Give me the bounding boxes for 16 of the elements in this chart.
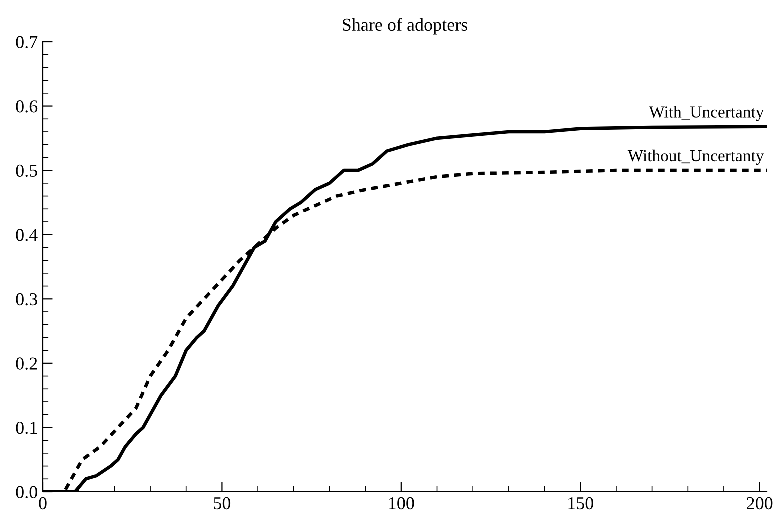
y-tick-label: 0.3 <box>16 293 38 306</box>
y-tick-label: 0.5 <box>16 164 38 178</box>
x-tick-label: 50 <box>214 497 231 510</box>
x-tick-label: 0 <box>39 497 47 510</box>
series-label: Without_Uncertanty <box>628 150 764 166</box>
y-tick-label: 0.2 <box>16 358 38 370</box>
series-label: With_Uncertanty <box>649 106 764 122</box>
x-tick-label: 200 <box>747 497 773 510</box>
chart-title: Share of adopters <box>343 18 468 35</box>
x-tick-label: 100 <box>389 497 414 510</box>
y-tick-label: 0.6 <box>16 100 38 113</box>
y-tick-label: 0.4 <box>16 229 38 242</box>
y-tick-label: 0.1 <box>16 422 38 434</box>
x-tick-label: 150 <box>568 497 594 510</box>
y-tick-label: 0.7 <box>16 36 38 49</box>
y-tick-label: 0.0 <box>16 486 38 499</box>
